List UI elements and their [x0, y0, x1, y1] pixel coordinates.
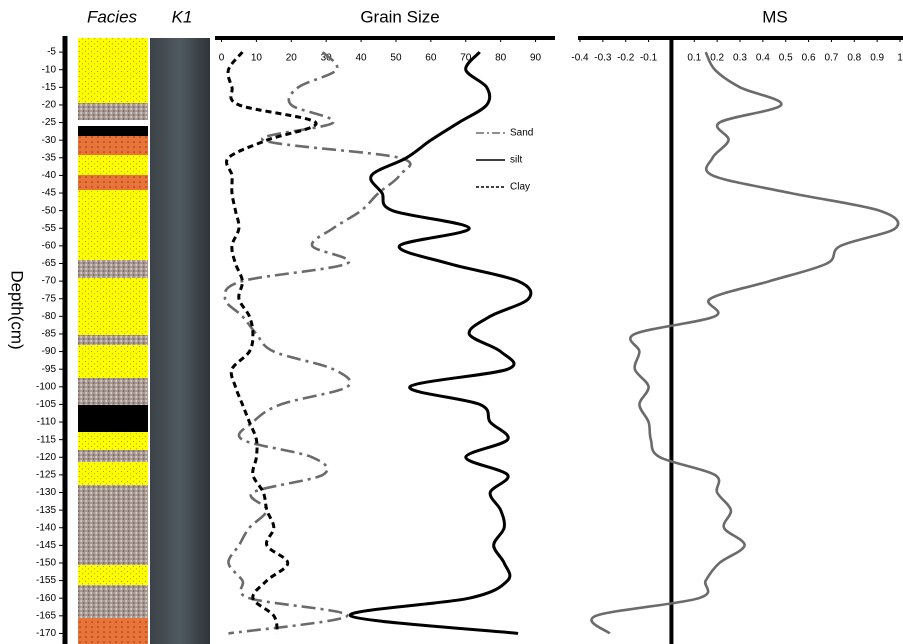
x-tick-label: -0.4 — [571, 53, 589, 64]
y-tick-label: -125 — [36, 470, 56, 481]
y-tick-label: -50 — [42, 205, 57, 216]
x-tick-label: 80 — [495, 53, 507, 64]
facies-title: Facies — [87, 7, 138, 26]
y-tick-label: -15 — [42, 82, 57, 93]
y-tick-label: -60 — [42, 241, 57, 252]
y-tick-label: -20 — [42, 100, 57, 111]
x-tick-label: -0.1 — [640, 53, 658, 64]
x-tick-label: 70 — [460, 53, 472, 64]
y-tick-label: -130 — [36, 487, 56, 498]
x-tick-label: 0.9 — [870, 53, 884, 64]
y-tick-label: -145 — [36, 540, 56, 551]
y-tick-label: -170 — [36, 628, 56, 639]
y-tick-label: -150 — [36, 558, 56, 569]
x-tick-label: 60 — [425, 53, 437, 64]
y-tick-label: -55 — [42, 223, 57, 234]
series-line — [223, 51, 412, 635]
x-tick-label: 0.4 — [756, 53, 770, 64]
x-tick-label: 30 — [321, 53, 333, 64]
x-tick-label: -0.2 — [617, 53, 635, 64]
y-tick-label: -90 — [42, 346, 57, 357]
y-tick-label: -155 — [36, 575, 56, 586]
y-tick-label: -65 — [42, 258, 57, 269]
x-tick-label: 0.8 — [847, 53, 861, 64]
y-tick-label: -85 — [42, 329, 57, 340]
x-tick-label: 0 — [219, 53, 225, 64]
series-line — [349, 51, 533, 635]
y-tick-label: -100 — [36, 381, 56, 392]
chart-title: Grain Size — [360, 7, 439, 26]
core-title: K1 — [172, 7, 193, 26]
y-tick-label: -120 — [36, 452, 56, 463]
y-tick-label: -160 — [36, 593, 56, 604]
y-tick-label: -140 — [36, 522, 56, 533]
y-tick-label: -75 — [42, 293, 57, 304]
y-tick-label: -5 — [47, 47, 56, 58]
y-tick-label: -30 — [42, 135, 57, 146]
x-tick-label: 0.5 — [779, 53, 793, 64]
x-tick-label: 90 — [530, 53, 542, 64]
y-tick-label: -95 — [42, 364, 57, 375]
y-tick-label: -40 — [42, 170, 57, 181]
y-tick-label: -35 — [42, 152, 57, 163]
series-line — [590, 51, 900, 635]
x-tick-label: 1 — [897, 53, 903, 64]
chart-title: MS — [762, 7, 788, 26]
y-tick-label: -25 — [42, 117, 57, 128]
facies-column — [78, 38, 148, 644]
core-image — [150, 38, 210, 644]
y-tick-label: -80 — [42, 311, 57, 322]
depth-label: Depth(cm) — [8, 270, 27, 349]
y-tick-label: -45 — [42, 188, 57, 199]
y-tick-label: -110 — [37, 417, 57, 428]
legend-label: Sand — [510, 128, 533, 139]
x-tick-label: 40 — [356, 53, 368, 64]
y-tick-label: -115 — [37, 434, 57, 445]
x-tick-label: 0.6 — [802, 53, 816, 64]
x-tick-label: -0.3 — [594, 53, 612, 64]
y-tick-label: -70 — [42, 276, 57, 287]
y-tick-label: -10 — [42, 64, 57, 75]
x-tick-label: 10 — [251, 53, 263, 64]
legend-label: silt — [510, 155, 522, 166]
y-tick-label: -135 — [36, 505, 56, 516]
legend-label: Clay — [510, 182, 530, 193]
y-tick-label: -105 — [36, 399, 56, 410]
x-tick-label: 0.1 — [687, 53, 701, 64]
x-tick-label: 0.3 — [733, 53, 747, 64]
y-tick-label: -165 — [36, 610, 56, 621]
x-tick-label: 50 — [390, 53, 402, 64]
series-line — [225, 51, 318, 634]
x-tick-label: 20 — [286, 53, 298, 64]
x-tick-label: 0.7 — [824, 53, 838, 64]
x-tick-label: 0.2 — [710, 53, 724, 64]
